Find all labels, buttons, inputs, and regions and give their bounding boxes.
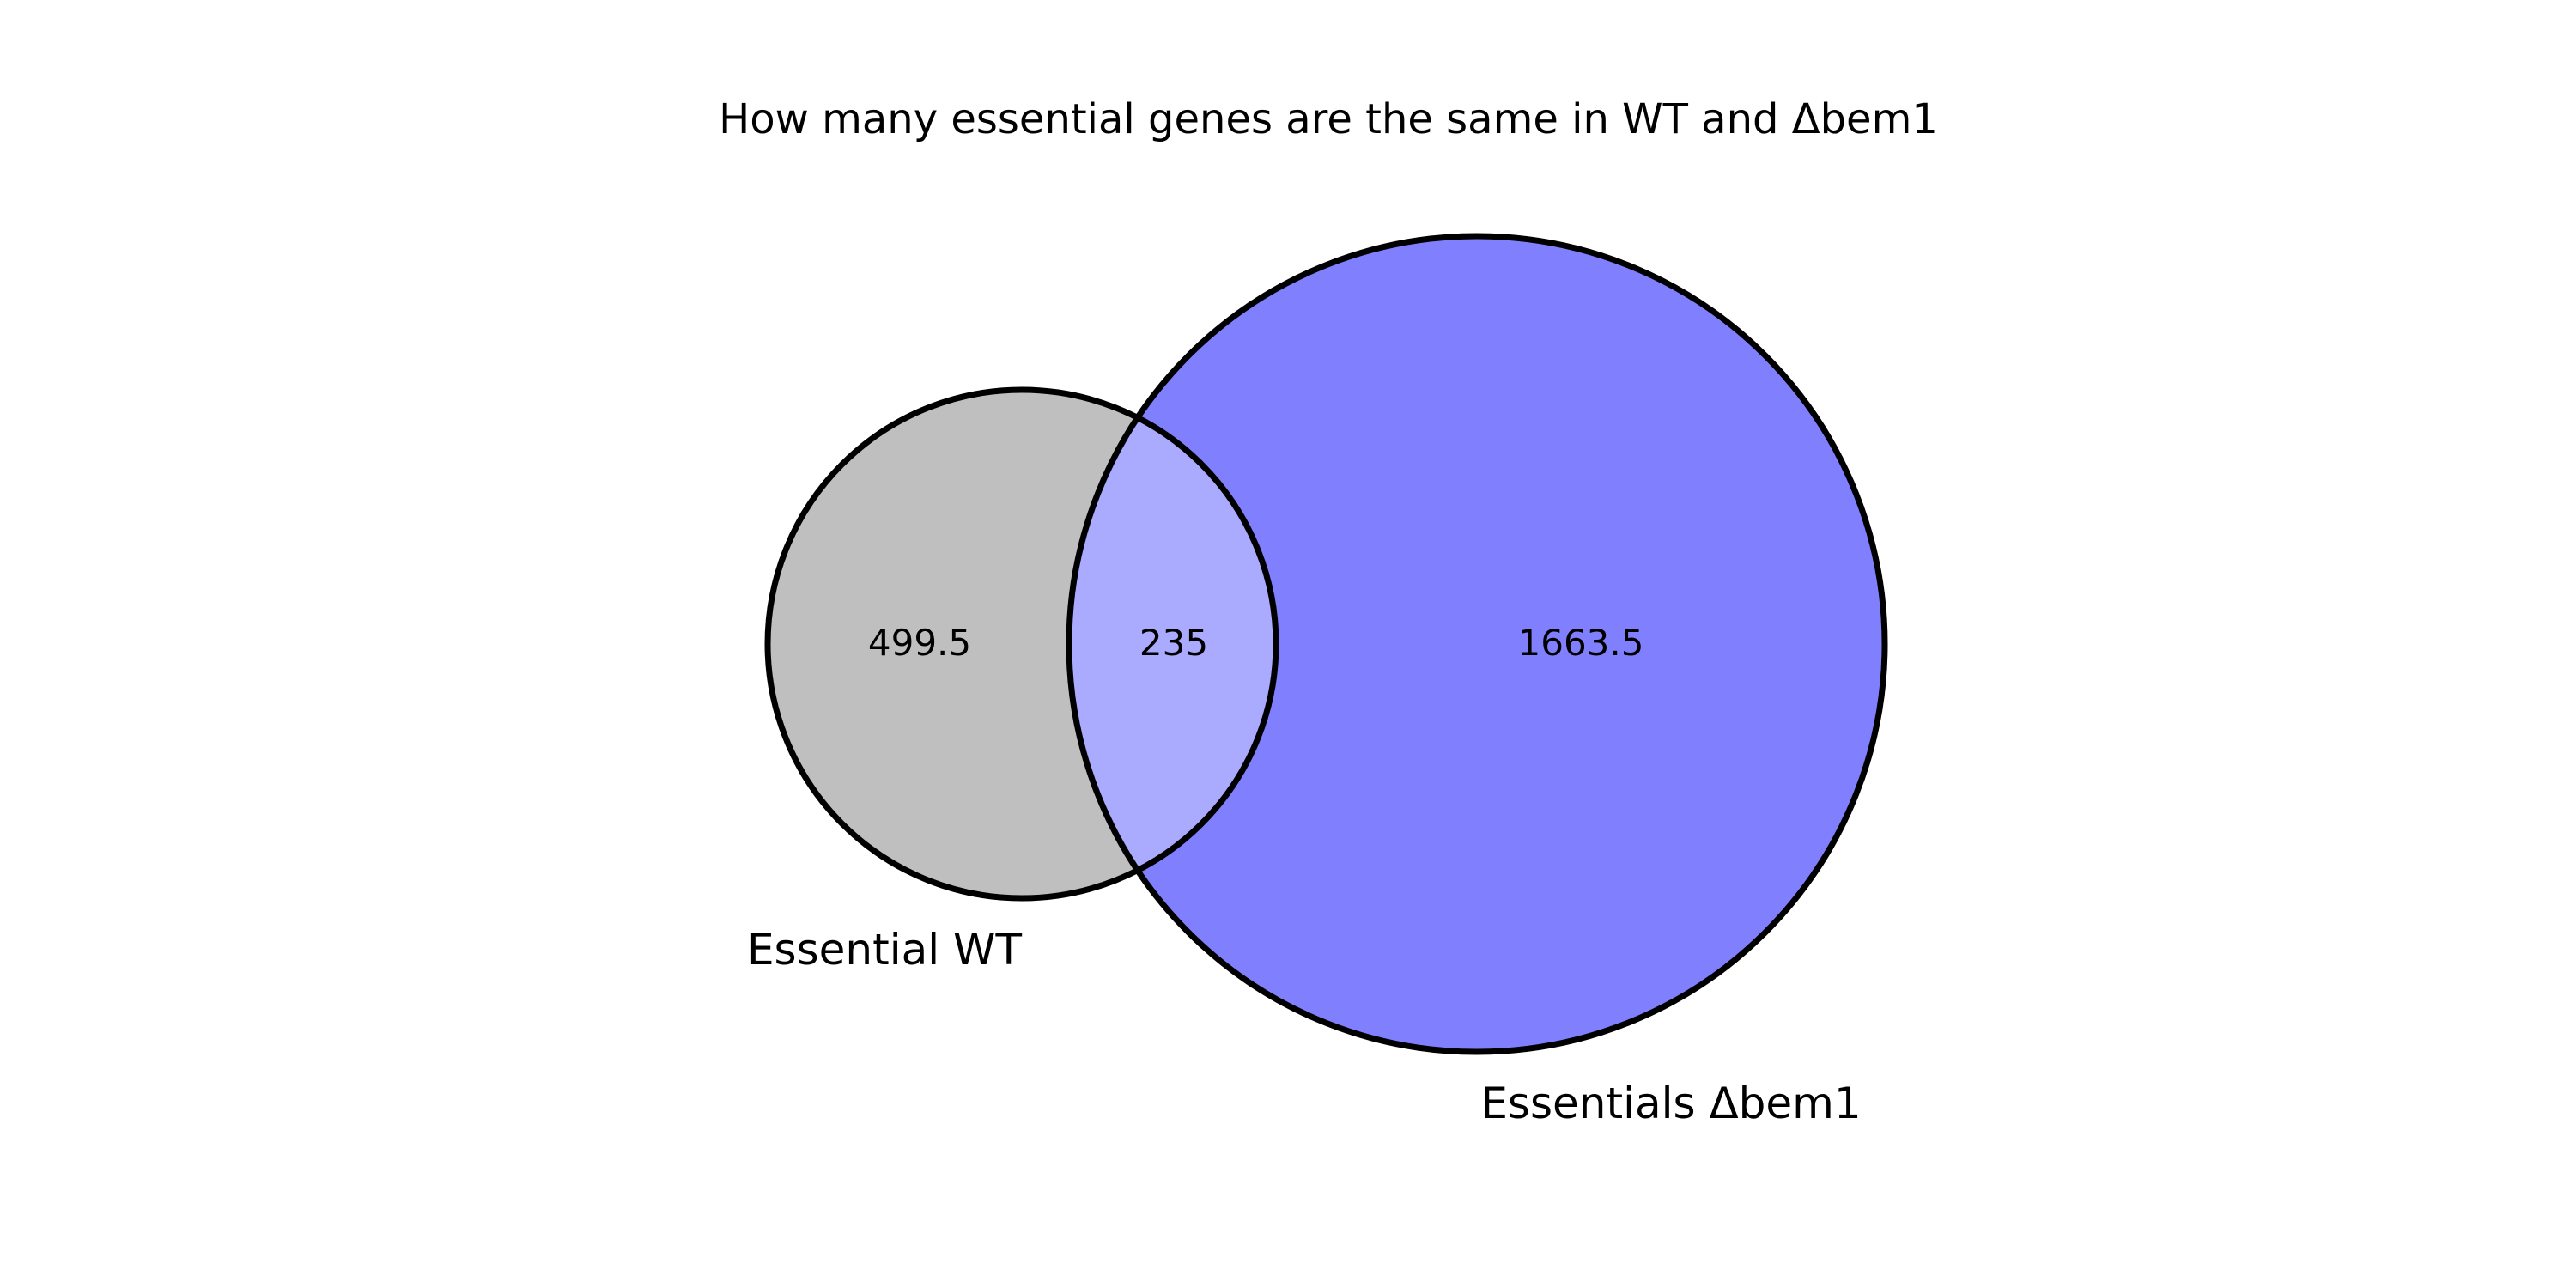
set-bem1-label: Essentials Δbem1 [1480, 1078, 1861, 1128]
region-intersection-label: 235 [1139, 622, 1208, 664]
set-bem1-circle [1069, 236, 1885, 1052]
set-wt-label: Essential WT [747, 925, 1023, 975]
chart-title: How many essential genes are the same in… [719, 95, 1938, 143]
region-only-wt-label: 499.5 [868, 622, 971, 664]
set-bem1-outline [1066, 233, 1888, 1055]
region-only-bem1-label: 1663.5 [1518, 622, 1644, 664]
set-wt-outline [764, 386, 1279, 902]
